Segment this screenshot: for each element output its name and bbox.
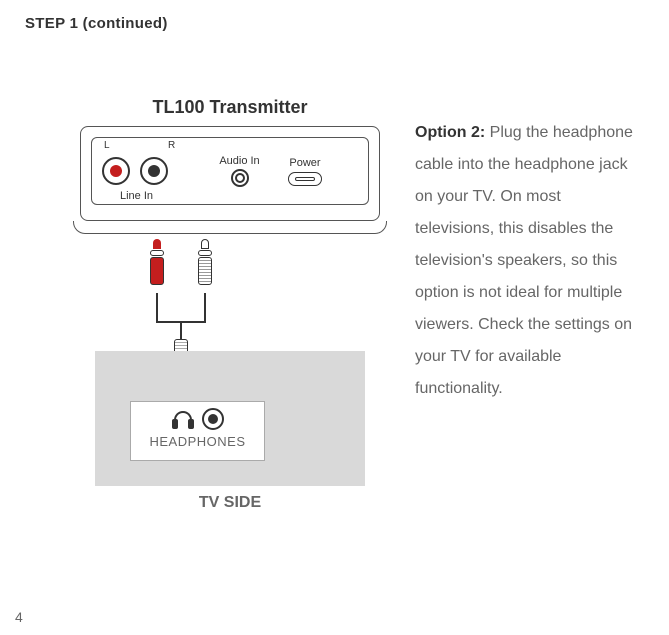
wire-white [204, 293, 206, 321]
rca-group: L R Line In [102, 138, 212, 204]
label-linein: Line In [120, 190, 153, 202]
diagram-area: L R Line In Audio In Power [80, 126, 390, 486]
tv-side-label: TV SIDE [55, 494, 405, 512]
instructions-column: Option 2: Plug the headphone cable into … [405, 97, 635, 512]
headphones-text: HEADPHONES [131, 434, 264, 449]
step-title: STEP 1 (continued) [25, 15, 644, 32]
rca-plug-white [198, 239, 212, 293]
label-l: L [104, 140, 110, 151]
rca-right-jack [140, 157, 168, 185]
transmitter-panel: L R Line In Audio In Power [91, 137, 369, 205]
audio-in-group: Audio In [212, 155, 267, 187]
rca-plug-red [150, 239, 164, 293]
transmitter-box: L R Line In Audio In Power [80, 126, 380, 221]
power-group: Power [275, 157, 335, 186]
label-r: R [168, 140, 175, 151]
cable-area [80, 221, 380, 371]
wire-red [156, 293, 158, 321]
instruction-body: Plug the headphone cable into the headph… [415, 124, 633, 397]
headphone-port-label: HEADPHONES [130, 401, 265, 461]
option-label: Option 2: [415, 124, 485, 141]
label-power: Power [275, 157, 335, 169]
page-number: 4 [15, 609, 23, 625]
headphone-jack-icon [202, 408, 224, 430]
headphone-icon [172, 409, 194, 429]
diagram-column: TL100 Transmitter L R Line In Audio In [25, 97, 405, 512]
transmitter-title: TL100 Transmitter [55, 97, 405, 118]
tv-box: HEADPHONES [95, 351, 365, 486]
rca-left-jack [102, 157, 130, 185]
usb-port-icon [288, 172, 322, 186]
label-audioin: Audio In [212, 155, 267, 167]
aux-jack-icon [231, 169, 249, 187]
instruction-text: Option 2: Plug the headphone cable into … [415, 117, 635, 405]
